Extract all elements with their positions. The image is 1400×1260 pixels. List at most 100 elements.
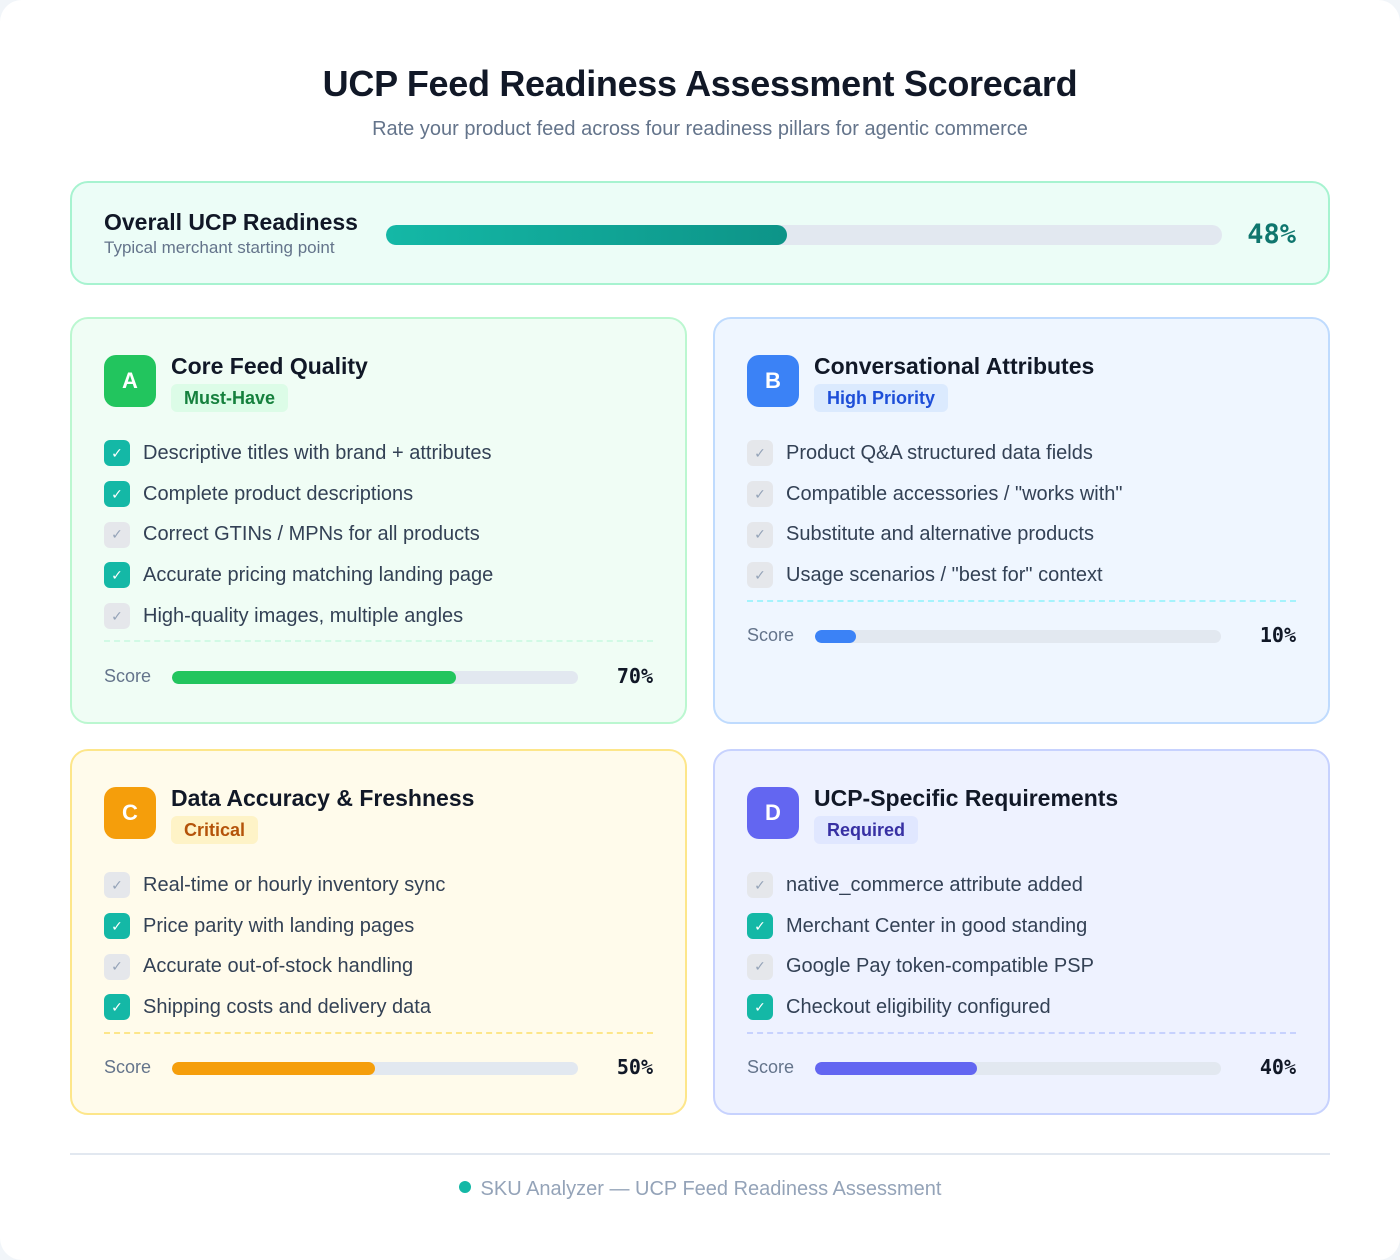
score-divider (104, 640, 653, 642)
checklist: ✓ native_commerce attribute added ✓ Merc… (747, 865, 1296, 1028)
check-icon[interactable]: ✓ (747, 440, 773, 467)
check-icon[interactable]: ✓ (747, 562, 773, 589)
check-icon[interactable]: ✓ (104, 953, 130, 980)
checklist-item-label: Correct GTINs / MPNs for all products (143, 523, 480, 546)
check-icon[interactable]: ✓ (104, 440, 130, 467)
check-icon[interactable]: ✓ (104, 521, 130, 548)
check-icon[interactable]: ✓ (747, 994, 773, 1021)
checklist-item-label: Compatible accessories / "works with" (786, 482, 1123, 505)
pillar-card-c: C Data Accuracy & Freshness Critical ✓ R… (70, 749, 687, 1115)
check-icon[interactable]: ✓ (104, 913, 130, 940)
checklist-item[interactable]: ✓ Checkout eligibility configured (747, 987, 1296, 1028)
checklist-item-label: Product Q&A structured data fields (786, 441, 1093, 464)
check-icon[interactable]: ✓ (747, 953, 773, 980)
score-label: Score (747, 1057, 795, 1077)
checklist-item[interactable]: ✓ Substitute and alternative products (747, 514, 1296, 555)
check-icon[interactable]: ✓ (747, 872, 773, 899)
checklist: ✓ Real-time or hourly inventory sync ✓ P… (104, 865, 653, 1028)
score-progress-fill (815, 1062, 978, 1075)
checklist-item-label: Real-time or hourly inventory sync (143, 873, 446, 896)
score-label: Score (104, 1057, 152, 1077)
check-icon[interactable]: ✓ (104, 481, 130, 508)
pillar-letter-badge: A (104, 355, 156, 407)
checklist-item-label: Shipping costs and delivery data (143, 995, 431, 1018)
overall-readiness-panel: Overall UCP Readiness Typical merchant s… (70, 181, 1330, 285)
score-divider (747, 600, 1296, 602)
score-row: Score 10% (747, 621, 1296, 651)
score-label: Score (747, 625, 795, 645)
score-percent: 50% (616, 1055, 653, 1079)
checklist-item[interactable]: ✓ Complete product descriptions (104, 474, 653, 515)
score-row: Score 50% (104, 1053, 653, 1083)
checklist-item-label: Complete product descriptions (143, 482, 414, 505)
checklist-item[interactable]: ✓ Compatible accessories / "works with" (747, 474, 1296, 515)
score-progress-fill (172, 671, 457, 684)
score-progress-track (172, 671, 578, 684)
footer-divider (70, 1153, 1330, 1155)
priority-tag: Must-Have (171, 384, 289, 412)
checklist-item-label: Google Pay token-compatible PSP (786, 955, 1094, 978)
footer-text: SKU Analyzer — UCP Feed Readiness Assess… (480, 1178, 942, 1200)
pillar-title: Data Accuracy & Freshness (171, 785, 475, 811)
score-progress-fill (815, 630, 856, 643)
pillar-title: Core Feed Quality (171, 353, 368, 379)
pillar-card-a: A Core Feed Quality Must-Have ✓ Descript… (70, 317, 687, 724)
checklist-item-label: Merchant Center in good standing (786, 914, 1088, 937)
overall-percent: 48% (1247, 219, 1296, 250)
checklist-item-label: native_commerce attribute added (786, 873, 1083, 896)
pillar-letter-badge: C (104, 787, 156, 839)
checklist-item[interactable]: ✓ Descriptive titles with brand + attrib… (104, 433, 653, 474)
score-percent: 10% (1259, 623, 1296, 647)
score-label: Score (104, 666, 152, 686)
checklist-item[interactable]: ✓ native_commerce attribute added (747, 865, 1296, 906)
checklist-item-label: Descriptive titles with brand + attribut… (143, 441, 492, 464)
pillar-letter-badge: D (747, 787, 799, 839)
score-row: Score 40% (747, 1053, 1296, 1083)
overall-subtitle: Typical merchant starting point (104, 238, 335, 257)
checklist-item[interactable]: ✓ Google Pay token-compatible PSP (747, 946, 1296, 987)
checklist: ✓ Descriptive titles with brand + attrib… (104, 433, 653, 636)
checklist-item[interactable]: ✓ Accurate out-of-stock handling (104, 946, 653, 987)
check-icon[interactable]: ✓ (747, 913, 773, 940)
check-icon[interactable]: ✓ (104, 562, 130, 589)
checklist-item[interactable]: ✓ Real-time or hourly inventory sync (104, 865, 653, 906)
checklist-item-label: Checkout eligibility configured (786, 995, 1051, 1018)
checklist-item-label: Accurate out-of-stock handling (143, 955, 414, 978)
check-icon[interactable]: ✓ (747, 481, 773, 508)
priority-tag: High Priority (814, 384, 949, 412)
overall-progress-fill (386, 225, 788, 245)
overall-title: Overall UCP Readiness (104, 209, 358, 235)
checklist-item-label: Usage scenarios / "best for" context (786, 563, 1103, 586)
checklist-item[interactable]: ✓ Correct GTINs / MPNs for all products (104, 514, 653, 555)
score-progress-fill (172, 1062, 375, 1075)
checklist-item-label: High-quality images, multiple angles (143, 604, 464, 627)
checklist-item[interactable]: ✓ Merchant Center in good standing (747, 906, 1296, 947)
checklist-item[interactable]: ✓ Price parity with landing pages (104, 906, 653, 947)
pillar-letter-badge: B (747, 355, 799, 407)
checklist-item[interactable]: ✓ Shipping costs and delivery data (104, 987, 653, 1028)
check-icon[interactable]: ✓ (104, 603, 130, 630)
checklist: ✓ Product Q&A structured data fields ✓ C… (747, 433, 1296, 596)
checklist-item[interactable]: ✓ Product Q&A structured data fields (747, 433, 1296, 474)
checklist-item[interactable]: ✓ High-quality images, multiple angles (104, 596, 653, 637)
pillar-title: UCP-Specific Requirements (814, 785, 1119, 811)
priority-tag: Required (814, 816, 919, 844)
score-divider (104, 1032, 653, 1034)
page-footer: SKU Analyzer — UCP Feed Readiness Assess… (0, 1178, 1400, 1201)
checklist-item[interactable]: ✓ Usage scenarios / "best for" context (747, 555, 1296, 596)
checklist-item[interactable]: ✓ Accurate pricing matching landing page (104, 555, 653, 596)
footer-dot-icon (458, 1181, 471, 1193)
priority-tag: Critical (171, 816, 259, 844)
check-icon[interactable]: ✓ (104, 994, 130, 1021)
page-subtitle: Rate your product feed across four readi… (372, 118, 1028, 140)
check-icon[interactable]: ✓ (747, 521, 773, 548)
score-row: Score 70% (104, 662, 653, 692)
score-percent: 70% (616, 664, 653, 688)
score-progress-track (815, 1062, 1221, 1075)
check-icon[interactable]: ✓ (104, 872, 130, 899)
checklist-item-label: Price parity with landing pages (143, 914, 415, 937)
score-divider (747, 1032, 1296, 1034)
checklist-item-label: Accurate pricing matching landing page (143, 563, 494, 586)
pillar-title: Conversational Attributes (814, 353, 1095, 379)
